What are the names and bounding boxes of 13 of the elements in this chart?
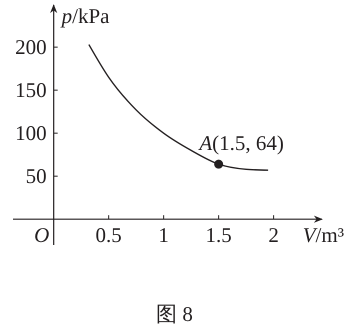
y-tick-label: 100	[15, 121, 47, 146]
x-tick-label: 0.5	[96, 223, 122, 248]
y-axis-title: p/kPa	[60, 4, 110, 28]
annotation: A(1.5, 64)	[197, 131, 284, 156]
y-tick-label: 150	[15, 78, 47, 102]
caption: 图 8	[156, 302, 193, 326]
y-tick-label: 50	[26, 164, 47, 188]
x-tick-label: 2	[268, 223, 279, 248]
x-tick-label: 1.5	[206, 223, 232, 248]
x-axis-title: V/m³	[302, 223, 344, 248]
x-tick-label: O	[34, 223, 50, 248]
x-tick-label: 1	[158, 223, 169, 248]
y-tick-label: 200	[15, 35, 47, 60]
